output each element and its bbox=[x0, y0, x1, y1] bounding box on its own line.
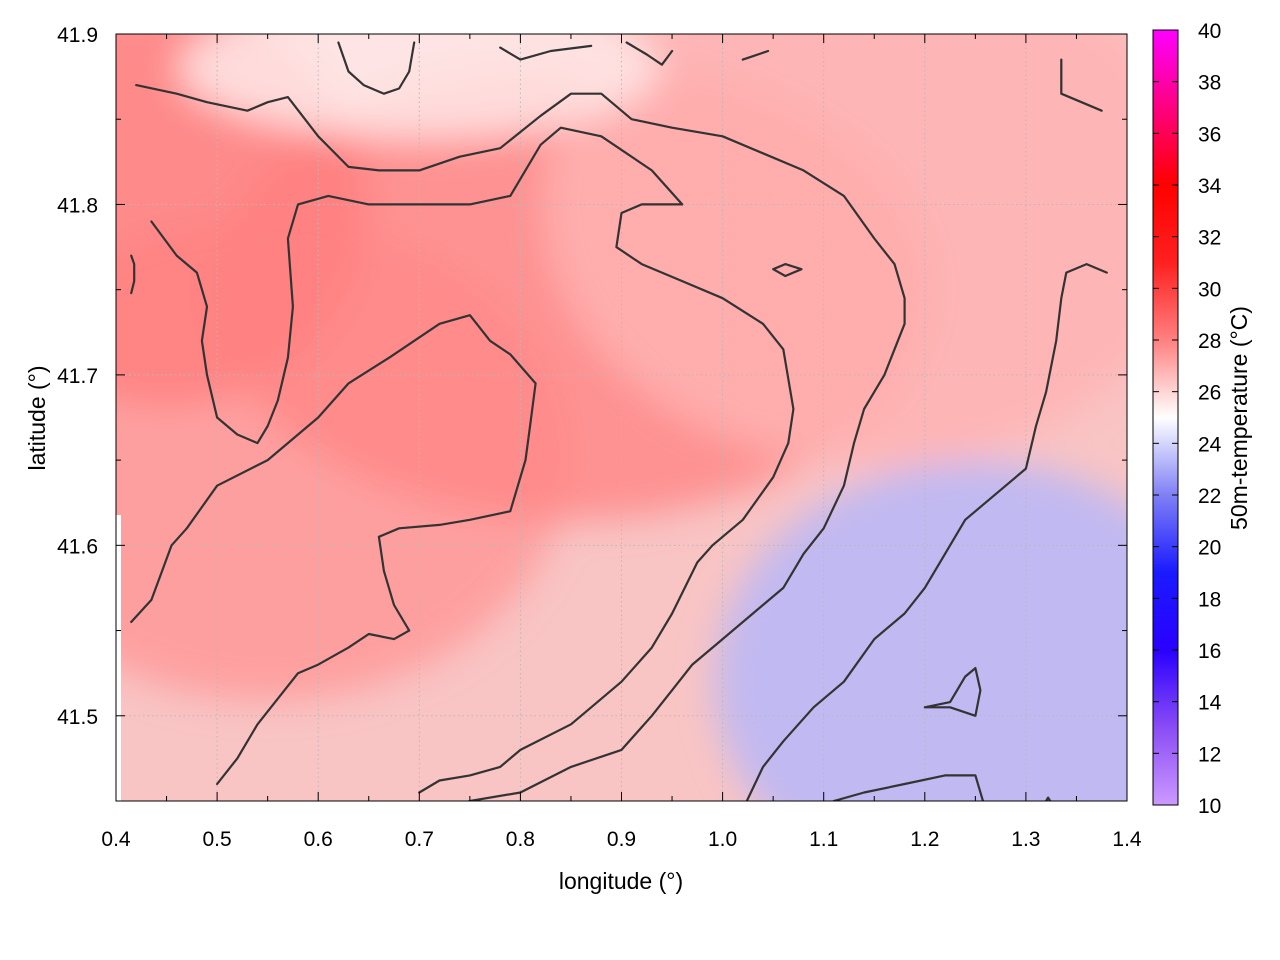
contour-c-top-2 bbox=[499, 44, 593, 61]
contour-c-west-stub bbox=[130, 254, 136, 295]
colorbar-ramp bbox=[1152, 29, 1179, 806]
contour-c-east bbox=[745, 263, 1108, 801]
x-tick-label: 0.5 bbox=[202, 828, 231, 851]
x-tick-label: 0.4 bbox=[101, 828, 131, 851]
colorbar-tick-label: 12 bbox=[1198, 743, 1221, 766]
y-tick-label: 41.7 bbox=[57, 365, 98, 388]
contour-c-north-ridge bbox=[135, 84, 906, 801]
colorbar-tick-label: 34 bbox=[1198, 175, 1222, 198]
colorbar-ticks: 10 12 14 16 18 20 22 24 26 28 30 32 34 36 38 40 bbox=[1153, 20, 1222, 818]
colorbar-tick-label: 26 bbox=[1198, 382, 1221, 405]
x-tick-label: 1.4 bbox=[1112, 828, 1142, 851]
heatmap-blank-strip bbox=[116, 515, 121, 801]
contour-lines bbox=[130, 41, 1108, 801]
x-tick-label: 0.7 bbox=[405, 828, 434, 851]
x-tick-label: 1.0 bbox=[708, 828, 737, 851]
colorbar-tick-label: 38 bbox=[1198, 72, 1221, 95]
contour-c-east-small bbox=[832, 774, 985, 801]
y-tick-label: 41.5 bbox=[57, 706, 98, 729]
x-axis: 0.4 0.5 0.6 0.7 0.8 0.9 1.0 1.1 1.2 1.3 1.4 bbox=[101, 34, 1142, 851]
contour-c-ne-corner bbox=[1060, 58, 1103, 112]
colorbar-tick-label: 20 bbox=[1198, 537, 1221, 560]
colorbar-tick-label: 40 bbox=[1198, 20, 1221, 43]
colorbar-tick-label: 30 bbox=[1198, 278, 1221, 301]
heatmap-field bbox=[116, 34, 1127, 801]
contour-c-loop-se bbox=[923, 667, 982, 717]
colorbar-tick-label: 16 bbox=[1198, 640, 1221, 663]
heatmap-blob bbox=[179, 34, 660, 139]
contour-c-top-3 bbox=[625, 41, 674, 66]
x-tick-label: 1.3 bbox=[1011, 828, 1040, 851]
contour-c-mark bbox=[1044, 796, 1052, 801]
colorbar-tick-label: 28 bbox=[1198, 330, 1221, 353]
colorbar: 10 12 14 16 18 20 22 24 26 28 30 32 34 36 38 40 50m-tem… bbox=[1152, 20, 1252, 818]
colorbar-tick-label: 18 bbox=[1198, 588, 1221, 611]
x-tick-label: 0.6 bbox=[304, 828, 333, 851]
y-tick-label: 41.6 bbox=[57, 535, 98, 558]
x-tick-label: 1.2 bbox=[910, 828, 939, 851]
contour-c-outer-west bbox=[130, 314, 537, 786]
contour-c-top-4 bbox=[741, 49, 770, 61]
colorbar-tick-label: 22 bbox=[1198, 485, 1221, 508]
x-tick-label: 1.1 bbox=[809, 828, 838, 851]
y-tick-label: 41.9 bbox=[57, 24, 98, 47]
colorbar-tick-label: 14 bbox=[1198, 692, 1222, 715]
colorbar-tick-label: 32 bbox=[1198, 227, 1221, 250]
y-tick-label: 41.8 bbox=[57, 194, 98, 217]
y-axis-title: latitude (°) bbox=[24, 365, 50, 470]
colorbar-tick-label: 24 bbox=[1198, 433, 1222, 456]
heatmap-blob bbox=[544, 34, 1127, 465]
contour-c-top-1 bbox=[337, 41, 416, 95]
contour-c-mid bbox=[150, 126, 795, 794]
colorbar-tick-label: 36 bbox=[1198, 123, 1221, 146]
colorbar-title: 50m-temperature (°C) bbox=[1226, 306, 1252, 530]
x-tick-label: 0.8 bbox=[506, 828, 535, 851]
colorbar-tick-label: 10 bbox=[1198, 795, 1221, 818]
contour-c-small-ring bbox=[772, 263, 803, 278]
y-axis: 41.5 41.6 41.7 41.8 41.9 bbox=[57, 24, 1127, 729]
x-tick-label: 0.9 bbox=[607, 828, 636, 851]
x-axis-title: longitude (°) bbox=[559, 868, 683, 894]
